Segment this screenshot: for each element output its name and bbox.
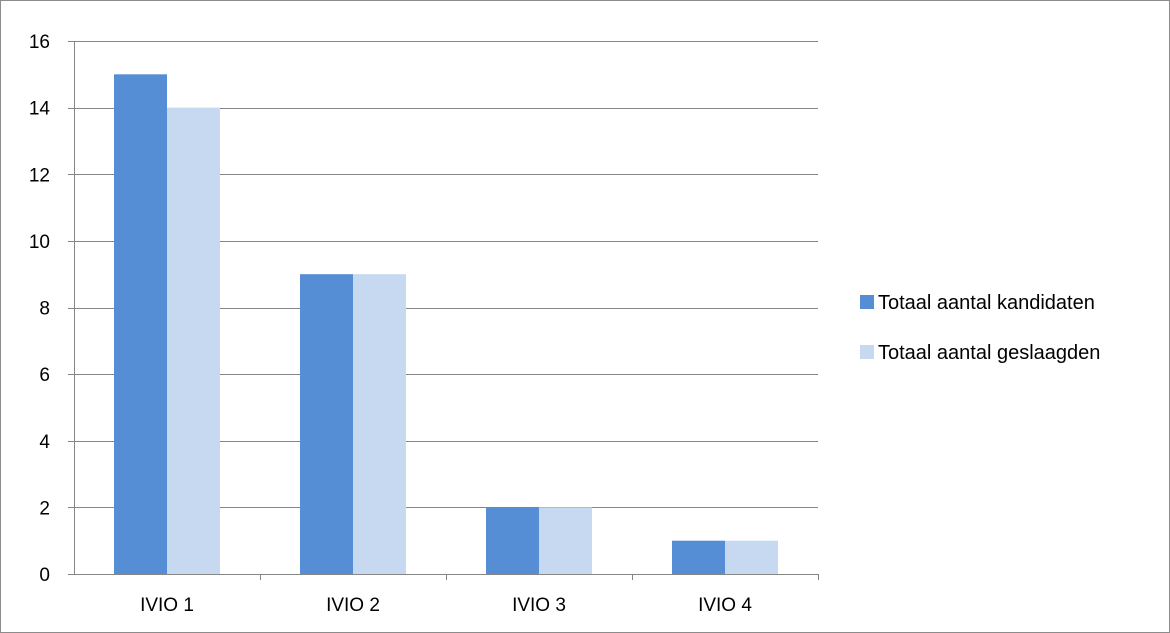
y-tick-label: 2 xyxy=(39,498,50,519)
legend: Totaal aantal kandidaten Totaal aantal ge… xyxy=(860,292,1100,364)
legend-label: Totaal aantal kandidaten xyxy=(878,292,1095,314)
bar-geslaagden xyxy=(725,540,778,574)
legend-swatch xyxy=(860,295,874,309)
bars xyxy=(114,74,778,574)
y-tick-label: 16 xyxy=(29,32,50,53)
legend-swatch xyxy=(860,345,874,359)
x-tick-label: IVIO 1 xyxy=(140,595,194,616)
bar-geslaagden xyxy=(167,107,220,574)
y-tick-label: 14 xyxy=(29,99,51,120)
y-tick-label: 12 xyxy=(29,165,50,186)
bar-geslaagden xyxy=(539,507,592,574)
bar-kandidaten xyxy=(114,74,167,574)
bar-geslaagden xyxy=(353,274,406,574)
y-tick-label: 8 xyxy=(39,299,50,320)
x-tick-label: IVIO 4 xyxy=(698,595,752,616)
bar-kandidaten xyxy=(486,507,539,574)
x-tick-label: IVIO 3 xyxy=(512,595,566,616)
y-tick-label: 10 xyxy=(29,232,50,253)
legend-label: Totaal aantal geslaagden xyxy=(878,342,1100,364)
y-tick-label: 0 xyxy=(39,565,50,586)
y-tick-label: 6 xyxy=(39,365,50,386)
bar-kandidaten xyxy=(672,540,725,574)
y-tick-label: 4 xyxy=(39,432,50,453)
x-tick-label: IVIO 2 xyxy=(326,595,380,616)
axes: 0 2 4 6 8 10 12 14 16 IVIO 1 IVIO 2 IVIO 3 IVIO 4 xyxy=(29,32,819,616)
bar-kandidaten xyxy=(300,274,353,574)
